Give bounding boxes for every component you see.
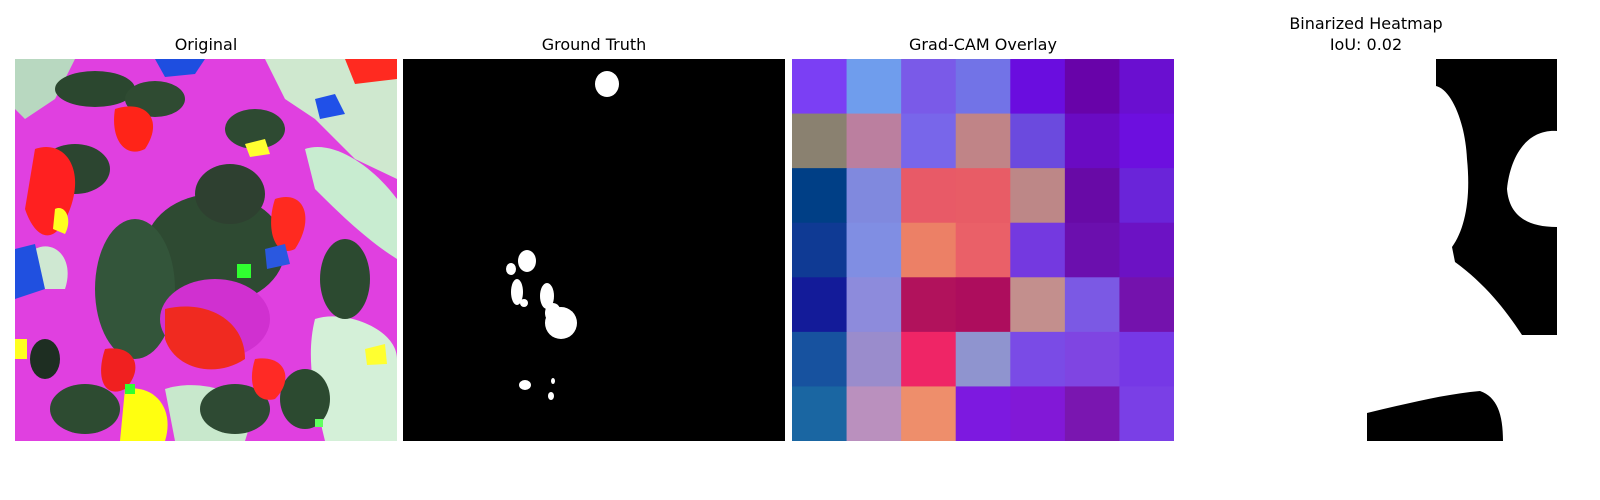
gradcam-cell (792, 386, 848, 441)
gradcam-cell (901, 59, 957, 115)
gradcam-cell (1119, 386, 1174, 441)
gradcam-cell (792, 331, 848, 387)
gradcam-cell (792, 168, 848, 224)
gradcam-cell (792, 277, 848, 333)
gradcam-cell (1010, 331, 1066, 387)
gradcam-cell (1064, 222, 1120, 278)
gradcam-cell (901, 168, 957, 224)
gradcam-cell (955, 59, 1011, 115)
gradcam-cell (955, 386, 1011, 441)
ground-truth-mask (403, 59, 785, 441)
gradcam-cell (846, 222, 902, 278)
panel-title-gradcam-overlay: Grad-CAM Overlay (909, 35, 1057, 54)
gradcam-cell (1010, 59, 1066, 115)
gradcam-overlay-image (792, 59, 1174, 441)
gradcam-cell (901, 331, 957, 387)
gradcam-cell (955, 113, 1011, 169)
gradcam-cell (955, 222, 1011, 278)
original-image (15, 59, 397, 441)
gradcam-cell (1010, 277, 1066, 333)
gradcam-cell (1010, 222, 1066, 278)
gradcam-cell (901, 386, 957, 441)
gradcam-cell (846, 277, 902, 333)
panel-title-original: Original (174, 35, 238, 54)
gradcam-cell (901, 113, 957, 169)
gradcam-cell (792, 222, 848, 278)
gradcam-cell (1064, 168, 1120, 224)
gradcam-cell (901, 222, 957, 278)
gradcam-cell (1119, 277, 1174, 333)
panel-ground-truth: Ground Truth (403, 0, 785, 500)
gradcam-cell (792, 59, 848, 115)
panel-title-ground-truth: Ground Truth (541, 35, 647, 54)
gradcam-cell (955, 168, 1011, 224)
iou-score-label: IoU: 0.02 (1329, 35, 1403, 54)
gradcam-cell (792, 113, 848, 169)
gradcam-cell (1119, 168, 1174, 224)
gradcam-cell (1064, 59, 1120, 115)
gradcam-cell (1010, 386, 1066, 441)
gradcam-cell (1119, 113, 1174, 169)
gradcam-cell (1119, 331, 1174, 387)
gradcam-cell (846, 331, 902, 387)
gradcam-cell (1064, 277, 1120, 333)
binarized-heatmap-image (1175, 59, 1557, 441)
gradcam-cell (846, 113, 902, 169)
gradcam-cell (1119, 59, 1174, 115)
panel-gradcam-overlay: Grad-CAM Overlay (792, 0, 1174, 500)
panel-original: Original (15, 0, 397, 500)
gradcam-cell (1064, 386, 1120, 441)
panel-title-binarized-heatmap: Binarized Heatmap (1289, 14, 1443, 33)
gradcam-cell (846, 168, 902, 224)
gradcam-cell (846, 386, 902, 441)
gradcam-cell (901, 277, 957, 333)
gradcam-cell (955, 331, 1011, 387)
gradcam-cell (1119, 222, 1174, 278)
gradcam-cell (1010, 113, 1066, 169)
gradcam-cell (846, 59, 902, 115)
panel-binarized-heatmap: Binarized Heatmap IoU: 0.02 (1175, 0, 1557, 500)
gradcam-cell (955, 277, 1011, 333)
gradcam-cell (1064, 113, 1120, 169)
gradcam-cell (1010, 168, 1066, 224)
gradcam-cell (1064, 331, 1120, 387)
